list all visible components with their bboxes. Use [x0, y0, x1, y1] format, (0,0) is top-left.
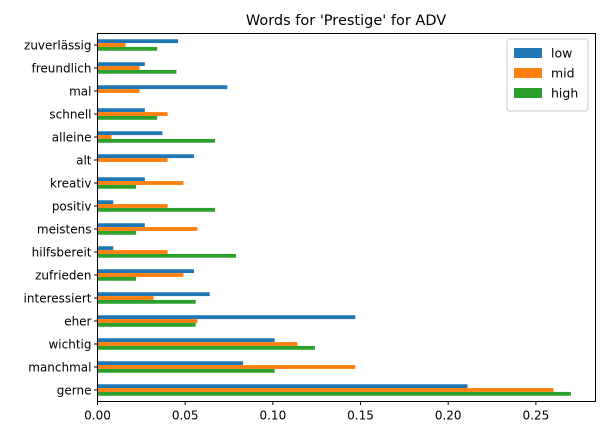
y-tick-label-freundlich: freundlich [32, 61, 92, 75]
bar-manchmal-mid [97, 365, 356, 369]
bar-zuverlassig-mid [97, 43, 126, 47]
x-tick-label: 0.10 [259, 409, 286, 423]
bar-meistens-mid [97, 227, 198, 231]
x-tick-label: 0.00 [84, 409, 111, 423]
bar-meistens-low [97, 223, 145, 228]
legend-label-high: high [551, 86, 578, 101]
bar-eher-mid [97, 319, 198, 323]
bar-schnell-high [97, 115, 158, 120]
bar-alt-low [97, 154, 194, 159]
legend-label-low: low [551, 46, 572, 61]
bar-wichtig-low [97, 338, 275, 343]
y-tick-label-gerne: gerne [57, 383, 92, 397]
bar-interessiert-low [97, 292, 210, 297]
y-tick-label-meistens: meistens [37, 222, 92, 236]
y-axis-ticks: gerne manchmal wichtig eher interessiert zufr… [24, 38, 98, 397]
legend-swatch-low [514, 48, 542, 58]
y-tick-label-zuverlassig: zuverlässig [24, 38, 91, 52]
plot-frame [97, 33, 596, 402]
bar-interessiert-mid [97, 296, 154, 300]
bar-mal-mid [97, 89, 140, 93]
bar-zufrieden-mid [97, 273, 184, 277]
bars [97, 39, 571, 396]
bar-freundlich-mid [97, 66, 140, 70]
bar-eher-high [97, 322, 196, 327]
y-tick-label-interessiert: interessiert [24, 291, 92, 305]
bar-alleine-high [97, 138, 215, 143]
bar-gerne-high [97, 391, 571, 396]
bar-wichtig-high [97, 345, 315, 350]
legend-swatch-high [514, 88, 542, 98]
y-tick-label-mal: mal [69, 84, 91, 98]
y-tick-label-hilfsbereit: hilfsbereit [32, 245, 92, 259]
x-tick-label: 0.05 [172, 409, 199, 423]
bar-positiv-mid [97, 204, 168, 208]
bar-hilfsbereit-high [97, 253, 237, 258]
y-tick-label-positiv: positiv [52, 199, 92, 213]
bar-hilfsbereit-low [97, 246, 114, 251]
bar-kreativ-mid [97, 181, 184, 185]
y-tick-label-alleine: alleine [52, 130, 92, 144]
bar-wichtig-mid [97, 342, 298, 346]
bar-zufrieden-low [97, 269, 194, 274]
y-tick-label-manchmal: manchmal [28, 360, 91, 374]
bar-freundlich-low [97, 62, 145, 67]
bar-gerne-mid [97, 388, 554, 392]
x-tick-label: 0.25 [523, 409, 550, 423]
bar-manchmal-high [97, 368, 275, 373]
y-tick-label-zufrieden: zufrieden [35, 268, 91, 282]
bar-schnell-mid [97, 112, 168, 116]
bar-hilfsbereit-mid [97, 250, 168, 254]
bar-gerne-low [97, 384, 468, 389]
y-tick-label-eher: eher [64, 314, 91, 328]
y-tick-label-alt: alt [76, 153, 92, 167]
y-tick-label-schnell: schnell [49, 107, 91, 121]
bar-kreativ-high [97, 184, 137, 189]
bar-zuverlassig-high [97, 46, 158, 51]
x-axis-ticks: 0.00 0.05 0.10 0.15 0.20 0.25 [84, 401, 550, 423]
bar-interessiert-high [97, 299, 196, 304]
bar-zufrieden-high [97, 276, 137, 281]
y-tick-label-wichtig: wichtig [48, 337, 91, 351]
legend: low mid high [506, 38, 589, 112]
bar-positiv-low [97, 200, 114, 205]
bar-mal-low [97, 85, 228, 90]
bar-manchmal-low [97, 361, 244, 366]
bar-positiv-high [97, 207, 215, 212]
legend-label-mid: mid [551, 66, 575, 81]
bar-alleine-low [97, 131, 163, 136]
x-tick-label: 0.20 [435, 409, 462, 423]
bar-zuverlassig-low [97, 39, 179, 44]
chart-title: Words for 'Prestige' for ADV [246, 13, 446, 29]
bar-meistens-high [97, 230, 137, 235]
x-tick-label: 0.15 [347, 409, 374, 423]
bar-schnell-low [97, 108, 145, 113]
bar-eher-low [97, 315, 356, 320]
bar-alt-mid [97, 158, 168, 162]
legend-swatch-mid [514, 68, 542, 78]
bar-freundlich-high [97, 69, 177, 74]
y-tick-label-kreativ: kreativ [50, 176, 92, 190]
bar-alleine-mid [97, 135, 112, 139]
bar-kreativ-low [97, 177, 145, 182]
